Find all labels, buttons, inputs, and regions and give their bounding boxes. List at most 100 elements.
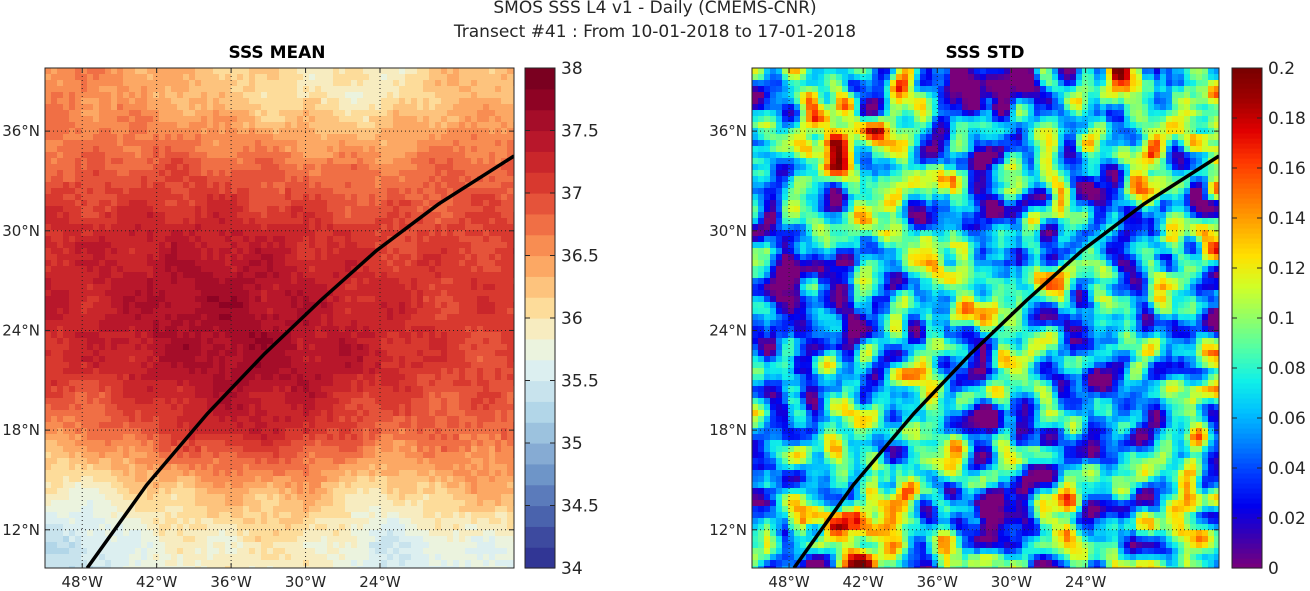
- colorbar-segment: [525, 401, 555, 423]
- colorbar-tick-label: 0: [1268, 559, 1279, 579]
- colorbar-segment: [1232, 398, 1262, 404]
- y-tick-label: 30°N: [2, 222, 40, 240]
- colorbar-segment: [1232, 403, 1262, 409]
- colorbar-segment: [1232, 268, 1262, 274]
- colorbar-segment: [1232, 213, 1262, 219]
- colorbar-segment: [1232, 238, 1262, 244]
- colorbar-tick-label: 0.08: [1268, 359, 1306, 379]
- colorbar-segment: [1232, 103, 1262, 109]
- colorbar-segment: [1232, 198, 1262, 204]
- colorbar-segment: [1232, 118, 1262, 124]
- colorbar-segment: [525, 255, 555, 277]
- colorbar-segment: [1232, 473, 1262, 479]
- colorbar-segment: [525, 109, 555, 132]
- colorbar-segment: [1232, 548, 1262, 554]
- colorbar-tick-label: 34.5: [561, 497, 599, 517]
- colorbar-segment: [1232, 188, 1262, 194]
- colorbar-segment: [1232, 318, 1262, 324]
- colorbar-segment: [1232, 313, 1262, 319]
- colorbar-segment: [1232, 563, 1262, 569]
- colorbar-segment: [1232, 483, 1262, 489]
- y-tick-label: 36°N: [709, 122, 747, 140]
- colorbar-segment: [525, 297, 555, 319]
- colorbar-segment: [1232, 458, 1262, 464]
- colorbar-segment: [1232, 168, 1262, 174]
- colorbar-segment: [525, 151, 555, 173]
- colorbar-segment: [1232, 378, 1262, 384]
- colorbar-tick-label: 35.5: [561, 372, 599, 392]
- colorbar-segment: [1232, 98, 1262, 104]
- colorbar-segment: [1232, 418, 1262, 424]
- colorbar-tick-label: 0.04: [1268, 459, 1306, 479]
- colorbar-segment: [1232, 443, 1262, 449]
- x-tick-label: 30°W: [991, 573, 1033, 591]
- field-raster: [752, 68, 1219, 568]
- colorbar-segment: [1232, 333, 1262, 339]
- colorbar-segment: [1232, 308, 1262, 314]
- y-tick-label: 36°N: [2, 122, 40, 140]
- colorbar-segment: [525, 463, 555, 486]
- colorbar-tick-label: 0.18: [1268, 109, 1306, 129]
- colorbar-segment: [1232, 323, 1262, 329]
- colorbar-segment: [1232, 218, 1262, 224]
- colorbar-tick-label: 0.06: [1268, 409, 1306, 429]
- colorbar-tick-label: 36: [561, 309, 583, 329]
- colorbar-segment: [1232, 148, 1262, 154]
- colorbar-segment: [1232, 393, 1262, 399]
- colorbar-segment: [1232, 433, 1262, 439]
- colorbar-segment: [1232, 463, 1262, 469]
- x-tick-label: 48°W: [768, 573, 810, 591]
- y-tick-label: 30°N: [709, 222, 747, 240]
- colorbar-segment: [1232, 223, 1262, 229]
- colorbar-tick-label: 36.5: [561, 247, 599, 267]
- colorbar-segment: [1232, 233, 1262, 239]
- colorbar-tick-label: 0.12: [1268, 259, 1306, 279]
- colorbar-segment: [525, 130, 555, 152]
- colorbar-tick-label: 37.5: [561, 122, 599, 142]
- colorbar-segment: [1232, 78, 1262, 84]
- colorbar-segment: [1232, 68, 1262, 74]
- y-tick-label: 24°N: [709, 321, 747, 339]
- colorbar-segment: [1232, 128, 1262, 134]
- colorbar-tick-label: 37: [561, 184, 583, 204]
- colorbar-segment: [1232, 158, 1262, 164]
- colorbar-segment: [525, 318, 555, 340]
- colorbar-segment: [1232, 493, 1262, 499]
- colorbar-segment: [1232, 408, 1262, 414]
- colorbar-segment: [1232, 278, 1262, 284]
- colorbar-segment: [1232, 363, 1262, 369]
- colorbar-segment: [1232, 423, 1262, 429]
- field-raster: [45, 68, 514, 568]
- colorbar-segment: [1232, 438, 1262, 444]
- colorbar-segment: [1232, 88, 1262, 94]
- axes-frame: [751, 67, 1220, 569]
- colorbar-segment: [525, 338, 555, 361]
- colorbar-segment: [525, 193, 555, 215]
- colorbar-segment: [1232, 293, 1262, 299]
- colorbar-segment: [1232, 353, 1262, 359]
- x-tick-label: 24°W: [1065, 573, 1107, 591]
- colorbar-segment: [1232, 383, 1262, 389]
- sss-std-title: SSS STD: [945, 43, 1024, 63]
- colorbar: 0 0.02 0.04 0.06 0.08 0.1 0.12 0.14 0.16 0.18 0.2: [1231, 59, 1306, 579]
- colorbar-segment: [525, 68, 555, 90]
- colorbar-segment: [525, 422, 555, 444]
- colorbar-segment: [1232, 83, 1262, 89]
- colorbar-segment: [1232, 468, 1262, 474]
- colorbar-segment: [1232, 153, 1262, 159]
- colorbar-segment: [1232, 388, 1262, 394]
- colorbar-segment: [525, 505, 555, 527]
- colorbar-segment: [1232, 183, 1262, 189]
- colorbar-tick-label: 0.02: [1268, 509, 1306, 529]
- colorbar-segment: [1232, 248, 1262, 254]
- colorbar-segment: [525, 172, 555, 194]
- colorbar-segment: [1232, 453, 1262, 459]
- colorbar-segment: [525, 359, 555, 382]
- x-tick-label: 48°W: [62, 573, 104, 591]
- colorbar-segment: [1232, 328, 1262, 334]
- colorbar-segment: [525, 526, 555, 548]
- colorbar-tick-label: 0.14: [1268, 209, 1306, 229]
- colorbar-segment: [1232, 528, 1262, 534]
- colorbar-tick-label: 0.1: [1268, 309, 1295, 329]
